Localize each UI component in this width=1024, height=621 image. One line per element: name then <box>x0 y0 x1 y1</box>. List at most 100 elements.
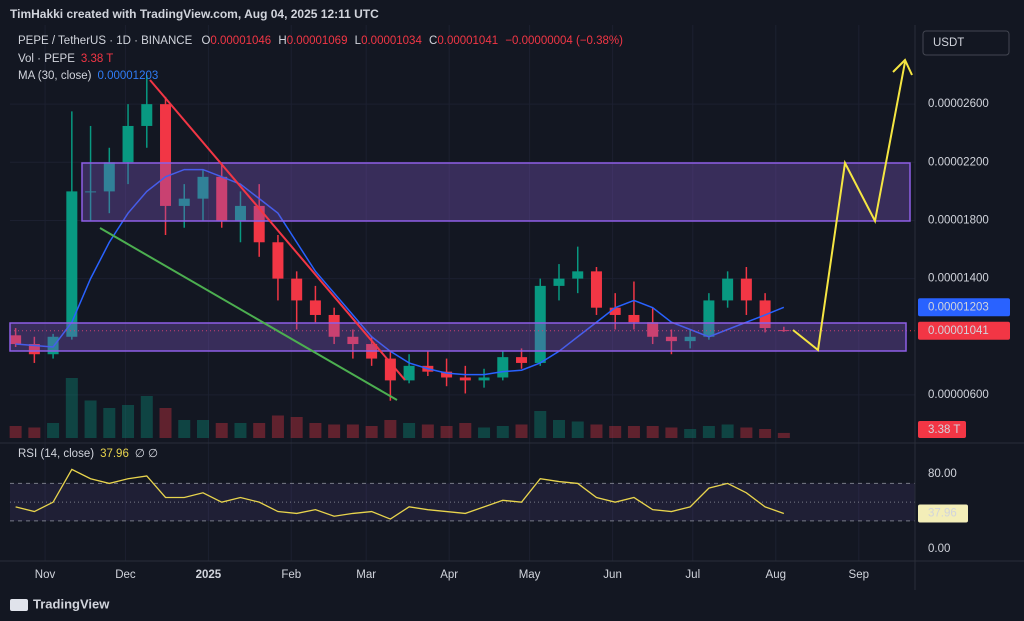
volume-bar <box>665 427 678 438</box>
candle-body <box>85 191 97 193</box>
candle-body <box>47 336 59 355</box>
volume-bar <box>590 424 603 438</box>
volume-bar <box>646 426 659 438</box>
volume-bar <box>196 420 209 438</box>
volume-bar <box>702 426 715 438</box>
symbol: PEPE / TetherUS · 1D · BINANCE <box>18 35 193 47</box>
x-tick-label: Apr <box>440 569 458 581</box>
candle-body <box>647 322 659 337</box>
currency[interactable]: USDT <box>933 37 964 49</box>
x-tick-label: Aug <box>766 569 786 581</box>
rsi-icons: ∅ ∅ <box>135 448 158 460</box>
candle-body <box>478 377 490 381</box>
volume-bar <box>740 427 753 438</box>
volume-bar <box>627 426 640 438</box>
volume-bar <box>403 423 416 438</box>
volume-bar <box>159 408 172 438</box>
volume-bar <box>103 408 116 438</box>
high-value: 0.00001069 <box>287 35 348 47</box>
legend-volume: Vol · PEPE 3.38 T <box>18 53 113 65</box>
volume-bar <box>140 396 153 438</box>
y-tick-label: 0.00000600 <box>928 389 989 401</box>
x-tick-label: Dec <box>115 569 136 581</box>
x-tick-label: Feb <box>281 569 301 581</box>
rsi-name: RSI (14, close) <box>18 448 94 460</box>
candle-body <box>141 104 153 126</box>
ma-price-label: 0.00001203 <box>928 301 989 313</box>
candle-body <box>234 205 246 221</box>
candle-body <box>778 330 790 332</box>
volume-bar <box>777 432 790 438</box>
ma-value: 0.00001203 <box>98 70 159 82</box>
volume-bar <box>534 411 547 438</box>
volume-bar <box>84 400 97 438</box>
projection-path <box>792 61 906 352</box>
candle-body <box>66 191 78 337</box>
ma-price-box <box>918 298 1010 317</box>
volume-bar <box>28 427 41 438</box>
volume-bar <box>178 420 191 438</box>
volume-label: 3.38 T <box>928 424 960 436</box>
volume-bar <box>47 423 60 438</box>
close-value: 0.00001041 <box>437 35 498 47</box>
volume-bar <box>552 420 565 438</box>
volume-bar <box>346 424 359 438</box>
candle-body <box>572 271 584 279</box>
rsi-line <box>15 468 785 520</box>
rsi-tick-label: 0.00 <box>928 543 950 555</box>
candle-body <box>628 314 640 323</box>
rsi-value-label: 37.96 <box>928 507 957 519</box>
volume-bar <box>215 423 228 438</box>
volume-bar <box>365 426 378 438</box>
candle-body <box>309 300 321 315</box>
candle-body <box>160 104 172 206</box>
volume-bar <box>421 424 434 438</box>
candle-body <box>684 336 696 342</box>
candle-body <box>497 357 509 378</box>
volume-bar <box>609 426 622 438</box>
x-tick-label: Jul <box>685 569 700 581</box>
candle-body <box>441 371 453 378</box>
volume-bar <box>440 426 453 438</box>
candle-body <box>534 285 546 363</box>
candle-body <box>403 365 415 381</box>
volume-bar <box>384 420 397 438</box>
volume-bar <box>684 429 697 438</box>
moving-average <box>15 168 785 376</box>
ohlc-label: L <box>355 35 362 47</box>
x-tick-label: May <box>519 569 541 581</box>
candle-body <box>740 278 752 301</box>
candle-body <box>384 358 396 381</box>
volume-bar <box>515 424 528 438</box>
resistance-zone <box>81 162 911 222</box>
x-tick-label: Nov <box>35 569 56 581</box>
logo <box>10 599 28 611</box>
last-price-label: 0.00001041 <box>928 325 989 337</box>
last-price-box <box>918 321 1010 340</box>
legend-ohlc: PEPE / TetherUS · 1D · BINANCE O0.000010… <box>18 35 623 47</box>
x-tick-label: Mar <box>356 569 376 581</box>
y-tick-label: 0.00002200 <box>928 156 989 168</box>
plot-area <box>9 25 915 561</box>
candle-body <box>253 205 265 243</box>
candle-body <box>459 377 471 381</box>
currency-box[interactable] <box>922 30 1010 56</box>
candle-body <box>665 336 677 342</box>
candle-body <box>291 278 303 301</box>
volume-name: Vol · PEPE <box>18 53 75 65</box>
volume-bar <box>571 421 584 438</box>
ohlc-label: H <box>278 35 286 47</box>
candle-body <box>328 314 340 337</box>
downtrend-line <box>149 79 406 381</box>
header: TimHakki created with TradingView.com, A… <box>10 7 379 21</box>
change-value: −0.00000004 (−0.38%) <box>505 35 623 47</box>
volume-bar <box>459 423 472 438</box>
candle-body <box>722 278 734 301</box>
candle-body <box>516 357 528 363</box>
candle-body <box>28 344 40 355</box>
candle-body <box>103 162 115 192</box>
volume-bar <box>271 415 284 438</box>
candle-body <box>178 198 190 206</box>
